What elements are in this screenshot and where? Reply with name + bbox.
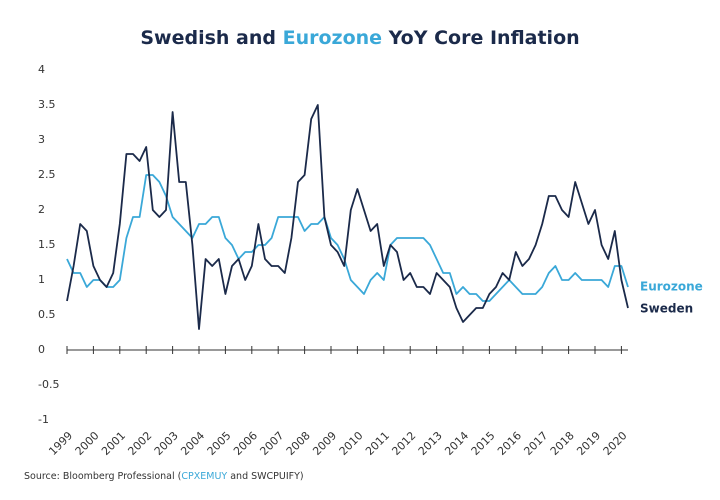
x-tick-label: 2001 [99, 429, 128, 458]
x-tick-label: 1999 [46, 429, 75, 458]
y-tick-label: 1.5 [38, 238, 56, 251]
y-tick-label: 4 [38, 63, 45, 76]
y-tick-label: 3 [38, 133, 45, 146]
y-tick-label: 2.5 [38, 168, 56, 181]
x-tick-label: 2006 [231, 429, 260, 458]
x-tick-label: 2013 [416, 429, 445, 458]
x-tick-label: 2000 [73, 429, 102, 458]
y-tick-label: 3.5 [38, 98, 56, 111]
title-part: Eurozone [283, 27, 382, 49]
x-tick-label: 2011 [363, 429, 392, 458]
y-tick-label: 0.5 [38, 308, 56, 321]
x-tick-label: 2010 [337, 429, 366, 458]
series-label: Eurozone [640, 280, 703, 294]
source-part: Source: Bloomberg Professional ( [24, 471, 181, 482]
source-part: and SWCPUIFY) [227, 471, 303, 482]
x-tick-label: 2016 [495, 429, 524, 458]
y-tick-label: 0 [38, 343, 45, 356]
x-tick-label: 2019 [574, 429, 603, 458]
x-tick-label: 2002 [125, 429, 154, 458]
x-tick-label: 2005 [205, 429, 234, 458]
series-line [66, 174, 629, 302]
title-part: Swedish and [140, 27, 282, 49]
x-tick-label: 2015 [469, 429, 498, 458]
y-tick-label: 2 [38, 203, 45, 216]
x-tick-label: 2012 [389, 429, 418, 458]
source-part: CPXEMUY [181, 471, 227, 482]
x-tick-label: 2014 [442, 429, 471, 458]
x-tick-label: 2020 [601, 429, 630, 458]
chart-title: Swedish and Eurozone YoY Core Inflation [140, 27, 579, 49]
x-tick-label: 2003 [152, 429, 181, 458]
x-tick-label: 2007 [257, 429, 286, 458]
series-label: Sweden [640, 302, 693, 316]
y-tick-label: -0.5 [38, 378, 59, 391]
y-tick-label: 1 [38, 273, 45, 286]
x-tick-label: 2018 [548, 429, 577, 458]
x-tick-label: 2009 [310, 429, 339, 458]
title-part: YoY Core Inflation [382, 27, 580, 49]
x-tick-label: 2004 [178, 429, 207, 458]
source: Source: Bloomberg Professional (CPXEMUY … [24, 471, 304, 482]
x-tick-label: 2008 [284, 429, 313, 458]
x-tick-label: 2017 [521, 429, 550, 458]
series-line [66, 104, 629, 330]
y-tick-label: -1 [38, 413, 49, 426]
